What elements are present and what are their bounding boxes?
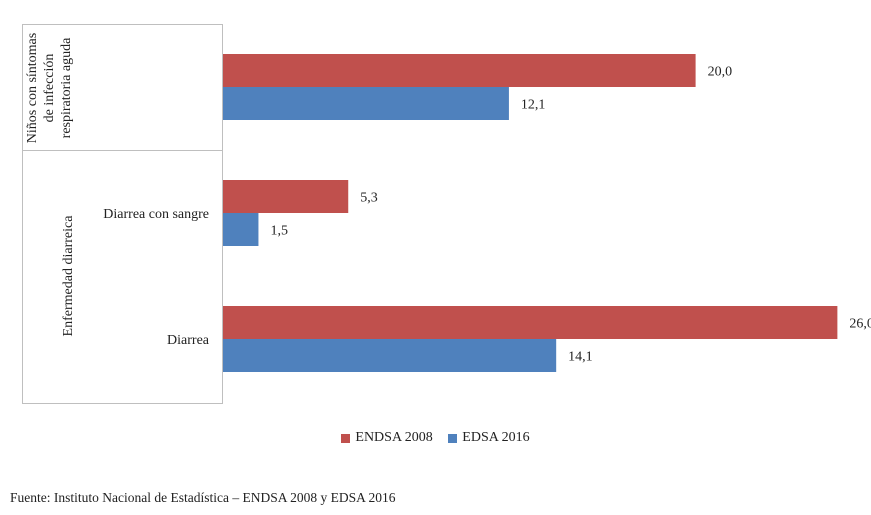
legend-swatch: [341, 433, 351, 443]
bar-edsa-2016: [223, 339, 557, 372]
legend-item-endsa-2008: ENDSA 2008: [341, 430, 433, 446]
group-label-line: respiratoria aguda: [59, 37, 74, 138]
bars: [223, 54, 838, 372]
bar-edsa-2016: [223, 87, 509, 120]
legend: ENDSA 2008 EDSA 2016: [0, 430, 871, 448]
category-label: Diarrea: [167, 333, 210, 348]
legend-label: ENDSA 2008: [355, 430, 433, 445]
chart-frame: [22, 24, 223, 404]
group-labels: Niños con síntomas de infección respirator…: [25, 33, 76, 337]
bar-endsa-2008: [223, 180, 349, 213]
category-label: Diarrea con sangre: [103, 207, 209, 222]
data-label: 20,0: [708, 65, 733, 80]
data-label: 1,5: [270, 224, 288, 239]
legend-item-edsa-2016: EDSA 2016: [448, 430, 530, 446]
group-label-respiratory: Niños con síntomas de infección respirator…: [25, 33, 74, 143]
legend-swatch: [448, 433, 458, 443]
value-labels: 20,0 5,3 26,0 12,1 1,5 14,1: [270, 65, 871, 365]
bar-endsa-2008: [223, 54, 696, 87]
source-note: Fuente: Instituto Nacional de Estadístic…: [10, 490, 396, 505]
group-label-line: de infección: [42, 54, 57, 123]
legend-label: EDSA 2016: [462, 430, 530, 445]
category-labels: Diarrea con sangre Diarrea: [103, 207, 210, 348]
data-label: 5,3: [360, 191, 378, 206]
group-label-line: Niños con síntomas: [25, 33, 40, 143]
data-label: 14,1: [568, 350, 593, 365]
data-label: 26,0: [849, 317, 871, 332]
data-label: 12,1: [521, 98, 546, 113]
bar-chart: Niños con síntomas de infección respirator…: [22, 24, 871, 404]
bar-endsa-2008: [223, 306, 838, 339]
bar-edsa-2016: [223, 213, 259, 246]
group-label-diarrheal: Enfermedad diarreica: [61, 215, 76, 337]
